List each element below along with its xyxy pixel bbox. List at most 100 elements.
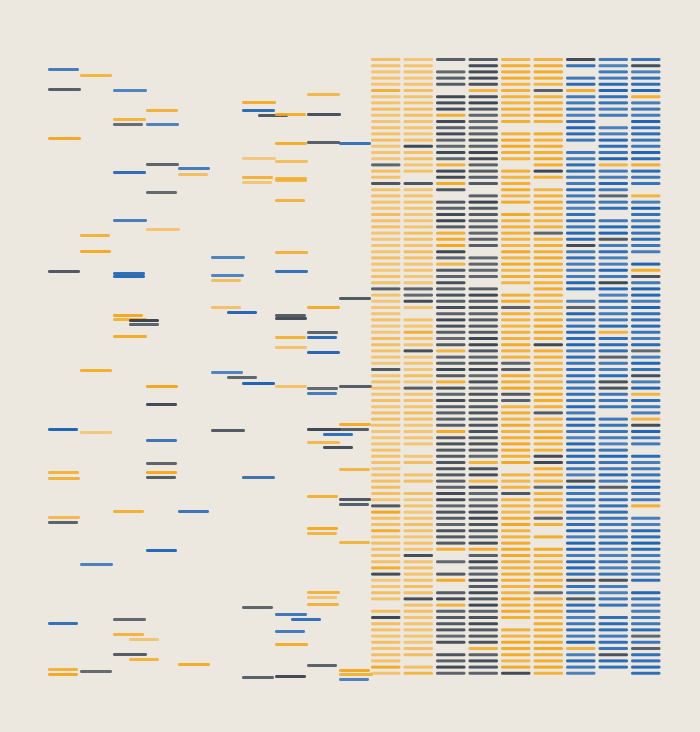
grid-dash — [436, 244, 466, 247]
grid-dash — [468, 368, 498, 371]
grid-dash — [436, 671, 466, 675]
grid-dash — [533, 268, 563, 272]
grid-dash — [533, 591, 563, 595]
grid-dash — [371, 182, 401, 185]
grid-dash — [436, 572, 466, 576]
grid-dash — [468, 169, 498, 173]
grid-dash — [403, 442, 433, 446]
grid-dash — [371, 485, 401, 489]
grid-dash — [631, 330, 661, 334]
grid-dash — [598, 665, 628, 669]
grid-dash — [533, 399, 563, 402]
scatter-dash — [48, 428, 78, 431]
grid-dash — [468, 671, 498, 675]
grid-dash — [468, 355, 498, 359]
grid-dash — [631, 107, 661, 111]
grid-dash — [631, 634, 661, 638]
grid-dash — [403, 554, 433, 557]
grid-dash — [468, 219, 498, 223]
grid-dash — [468, 640, 498, 644]
scatter-dash — [307, 664, 337, 667]
grid-dash — [533, 442, 563, 446]
grid-dash — [631, 163, 661, 167]
scatter-dash — [80, 431, 112, 434]
grid-dash — [403, 287, 433, 291]
grid-dash — [631, 287, 661, 291]
grid-dash — [403, 578, 433, 582]
scatter-dash — [146, 471, 177, 474]
grid-dash — [533, 256, 563, 260]
grid-dash — [371, 144, 401, 148]
grid-dash — [436, 510, 466, 514]
grid-dash — [566, 157, 596, 161]
grid-dash — [468, 399, 498, 402]
grid-dash — [598, 523, 628, 526]
grid-dash — [566, 194, 596, 198]
grid-dash — [371, 231, 401, 235]
grid-dash — [598, 275, 628, 278]
grid-dash — [403, 70, 433, 74]
grid-dash — [468, 194, 498, 198]
grid-dash — [533, 417, 563, 421]
grid-dash — [533, 231, 563, 235]
grid-dash — [436, 430, 466, 433]
grid-dash — [403, 616, 433, 619]
grid-dash — [371, 671, 401, 675]
grid-dash — [598, 281, 628, 285]
scatter-dash — [339, 541, 370, 544]
grid-dash — [468, 405, 498, 409]
scatter-dash — [275, 346, 307, 349]
grid-dash — [403, 640, 433, 644]
scatter-dash — [227, 311, 257, 314]
grid-dash — [468, 647, 498, 650]
grid-dash — [566, 640, 596, 644]
grid-dash — [533, 628, 563, 632]
grid-dash — [468, 622, 498, 626]
grid-dash — [371, 529, 401, 533]
grid-dash — [533, 82, 563, 86]
grid-dash — [436, 256, 466, 260]
grid-dash — [403, 535, 433, 539]
grid-dash — [403, 163, 433, 167]
grid-dash — [631, 417, 661, 421]
grid-dash — [436, 349, 466, 353]
scatter-dash — [275, 160, 308, 163]
scatter-dash — [242, 176, 273, 179]
grid-dash — [631, 337, 661, 340]
grid-dash — [566, 492, 596, 495]
grid-dash — [501, 634, 531, 638]
grid-dash — [533, 219, 563, 223]
grid-dash — [598, 157, 628, 161]
grid-dash — [468, 82, 498, 86]
grid-dash — [631, 113, 661, 117]
grid-dash — [371, 312, 401, 316]
grid-dash — [501, 628, 531, 632]
grid-dash — [501, 58, 531, 61]
grid-dash — [403, 299, 433, 303]
scatter-dash — [242, 181, 272, 184]
grid-dash — [501, 485, 531, 489]
grid-dash — [468, 436, 498, 440]
scatter-dash — [129, 658, 159, 661]
grid-dash — [403, 250, 433, 254]
grid-dash — [598, 572, 628, 576]
scatter-dash — [211, 371, 243, 374]
grid-dash — [468, 163, 498, 167]
scatter-dash — [307, 591, 340, 594]
grid-dash — [436, 299, 466, 303]
scatter-dash — [48, 270, 80, 273]
grid-dash — [533, 144, 563, 148]
scatter-dash — [211, 256, 245, 259]
grid-dash — [403, 281, 433, 285]
grid-dash — [403, 262, 433, 266]
grid-dash — [631, 219, 661, 223]
grid-dash — [436, 485, 466, 489]
grid-dash — [631, 368, 661, 371]
grid-dash — [501, 572, 531, 576]
grid-dash — [566, 485, 596, 489]
grid-dash — [468, 603, 498, 607]
grid-dash — [598, 368, 628, 371]
scattered-dashes — [48, 68, 373, 681]
grid-dash — [533, 349, 563, 353]
grid-dash — [598, 392, 628, 396]
